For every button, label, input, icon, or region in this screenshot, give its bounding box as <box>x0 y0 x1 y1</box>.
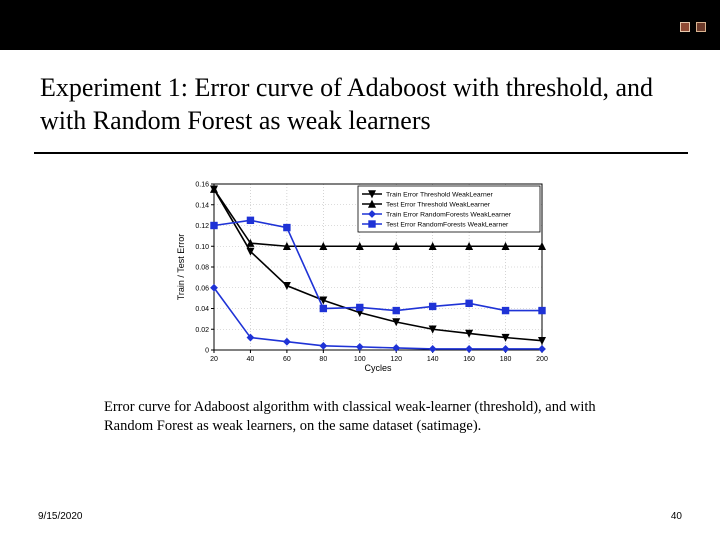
slide-title: Experiment 1: Error curve of Adaboost wi… <box>40 72 680 137</box>
svg-text:Train / Test Error: Train / Test Error <box>176 234 186 301</box>
chart-caption: Error curve for Adaboost algorithm with … <box>104 398 644 435</box>
error-curve-chart: 20 40 60 80 100 120 140 160 180 200 0 0.02 0.04 0.06 0… <box>172 178 548 374</box>
svg-text:Train Error Threshold WeakLear: Train Error Threshold WeakLearner <box>386 191 494 198</box>
svg-text:180: 180 <box>500 356 512 363</box>
svg-text:0.16: 0.16 <box>195 182 209 189</box>
svg-text:0.08: 0.08 <box>195 265 209 272</box>
svg-text:80: 80 <box>319 356 327 363</box>
svg-text:20: 20 <box>210 356 218 363</box>
accent-square-icon <box>696 22 706 32</box>
svg-text:0.04: 0.04 <box>195 306 209 313</box>
svg-text:140: 140 <box>427 356 439 363</box>
slide-title-block: Experiment 1: Error curve of Adaboost wi… <box>40 72 680 137</box>
title-underline <box>34 152 688 154</box>
svg-text:160: 160 <box>463 356 475 363</box>
svg-text:40: 40 <box>247 356 255 363</box>
accent-square-icon <box>680 22 690 32</box>
svg-text:Cycles: Cycles <box>364 363 392 373</box>
svg-text:0.02: 0.02 <box>195 327 209 334</box>
svg-text:Test Error Threshold WeakLearn: Test Error Threshold WeakLearner <box>386 201 491 208</box>
svg-text:0.10: 0.10 <box>195 244 209 251</box>
slide: Experiment 1: Error curve of Adaboost wi… <box>0 0 720 540</box>
svg-text:200: 200 <box>536 356 548 363</box>
footer-date: 9/15/2020 <box>38 511 83 522</box>
svg-text:60: 60 <box>283 356 291 363</box>
svg-text:Train Error RandomForests Weak: Train Error RandomForests WeakLearner <box>386 211 512 218</box>
footer-page-number: 40 <box>671 511 682 522</box>
svg-text:0: 0 <box>205 348 209 355</box>
svg-text:Test Error RandomForests WeakL: Test Error RandomForests WeakLearner <box>386 221 509 228</box>
svg-text:120: 120 <box>390 356 402 363</box>
svg-text:0.06: 0.06 <box>195 285 209 292</box>
svg-text:100: 100 <box>354 356 366 363</box>
svg-text:0.12: 0.12 <box>195 223 209 230</box>
top-bar <box>0 0 720 50</box>
svg-text:0.14: 0.14 <box>195 202 209 209</box>
